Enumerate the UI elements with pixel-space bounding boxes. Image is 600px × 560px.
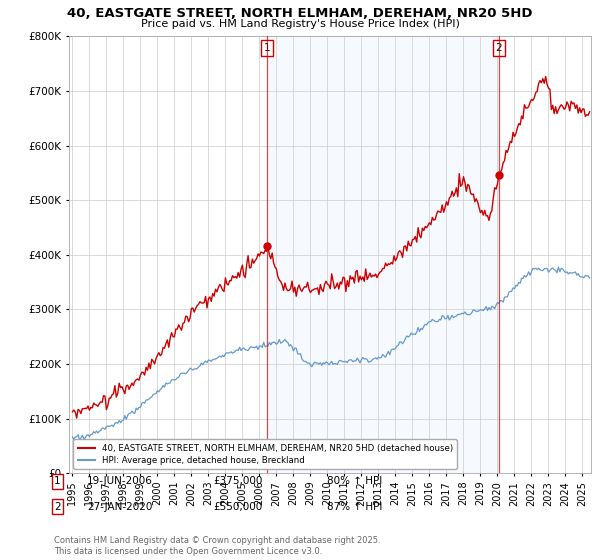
Text: 87% ↑ HPI: 87% ↑ HPI — [327, 502, 382, 512]
Text: Price paid vs. HM Land Registry's House Price Index (HPI): Price paid vs. HM Land Registry's House … — [140, 19, 460, 29]
Text: 1: 1 — [54, 477, 61, 487]
Text: 27-JAN-2020: 27-JAN-2020 — [87, 502, 152, 512]
Text: 80% ↑ HPI: 80% ↑ HPI — [327, 477, 382, 487]
Text: 2: 2 — [54, 502, 61, 512]
Legend: 40, EASTGATE STREET, NORTH ELMHAM, DEREHAM, NR20 5HD (detached house), HPI: Aver: 40, EASTGATE STREET, NORTH ELMHAM, DEREH… — [73, 439, 457, 469]
Text: 40, EASTGATE STREET, NORTH ELMHAM, DEREHAM, NR20 5HD: 40, EASTGATE STREET, NORTH ELMHAM, DEREH… — [67, 7, 533, 20]
Bar — [267, 36, 499, 473]
Text: £375,000: £375,000 — [213, 477, 262, 487]
Text: Contains HM Land Registry data © Crown copyright and database right 2025.
This d: Contains HM Land Registry data © Crown c… — [54, 536, 380, 556]
Text: 1: 1 — [264, 43, 271, 53]
Text: 2: 2 — [496, 43, 502, 53]
Text: £550,000: £550,000 — [213, 502, 262, 512]
Text: 19-JUN-2006: 19-JUN-2006 — [87, 477, 153, 487]
